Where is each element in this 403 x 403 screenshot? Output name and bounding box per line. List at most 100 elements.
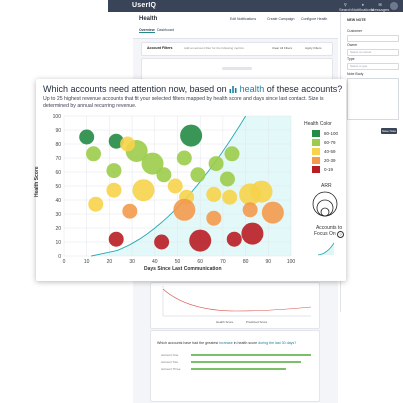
customer-label: Customer	[347, 29, 363, 33]
focus-legend-title: Accounts to Focus On ?	[314, 225, 345, 238]
x-tick-label: 100	[287, 259, 296, 265]
owner-select[interactable]: Select an owner	[347, 49, 399, 56]
tab-overview[interactable]: Overview	[139, 28, 155, 33]
avatar[interactable]	[390, 2, 398, 10]
top-navigation-bar: UserIQ ⚲ Search ♦ Notifications ✉ Messag…	[108, 0, 403, 12]
account-bubble	[173, 198, 196, 221]
bubble-chart: 0 10 20 30 40 50 60 70 80 90 100 0 10 20 30 40 50 60 70 80 9…	[53, 114, 296, 265]
edit-notifications-button[interactable]: Edit Notifications	[230, 17, 257, 21]
filters-hint: Add an account filter for the following …	[184, 46, 244, 50]
account-bubble	[180, 124, 203, 147]
legend-label: 80-100	[324, 131, 339, 136]
tab-dashboard[interactable]: Dashboard	[157, 28, 175, 32]
x-tick-label: 70	[220, 259, 226, 265]
note-body-label: Note Body	[347, 72, 364, 76]
account-bubble	[189, 229, 212, 252]
row-account-two[interactable]: Account Two	[161, 360, 179, 364]
legend-swatch	[312, 148, 320, 155]
health-trend-card: Health Score Predicted Score	[150, 282, 320, 329]
question-text: Which accounts need attention now, based…	[43, 84, 227, 94]
account-filters-label[interactable]: Account Filters	[147, 46, 173, 50]
bar-chart-icon	[229, 86, 237, 93]
nav-messages[interactable]: ✉ Messages	[371, 2, 389, 12]
increase-question: Which accounts have had the greatest inc…	[157, 341, 296, 345]
bell-icon: ♦	[361, 2, 364, 7]
focus-label-line1: Accounts to	[315, 225, 343, 231]
health-bubble-chart-card: Which accounts need attention now, based…	[34, 79, 346, 281]
x-tick-label: 30	[129, 259, 135, 265]
account-bubble	[224, 146, 240, 162]
question-text-end: of these accounts?	[266, 84, 343, 94]
clear-filters-button[interactable]: Clear All Filters	[272, 46, 293, 50]
account-bubble	[241, 222, 264, 245]
account-bubble	[190, 167, 206, 183]
focus-label-line2: Focus On	[314, 231, 336, 237]
note-body-textarea[interactable]	[347, 78, 399, 120]
type-placeholder: Select a type	[350, 64, 368, 68]
account-bubble	[79, 129, 95, 145]
account-bubble	[154, 234, 170, 250]
y-tick-label: 10	[55, 240, 61, 246]
legend-label: 20-39	[324, 158, 336, 163]
new-note-title: NEW NOTE	[347, 18, 366, 22]
account-bubble	[208, 156, 224, 172]
configure-health-button[interactable]: Configure Health	[301, 17, 328, 21]
increase-question-text: Which accounts have had the greatest	[157, 341, 219, 345]
x-tick-label: 0	[63, 259, 66, 265]
nav-search-label: Search	[339, 7, 352, 12]
type-select[interactable]: Select a type	[347, 63, 399, 70]
account-bubble	[86, 146, 102, 162]
y-tick-label: 60	[55, 170, 61, 176]
health-trend-chart	[162, 286, 312, 317]
x-tick-label: 50	[175, 259, 181, 265]
apply-filters-button[interactable]: Apply Filters	[305, 46, 322, 50]
period-link[interactable]: during the last 30 days?	[258, 341, 297, 345]
row-account-three[interactable]: Account Three	[161, 367, 181, 371]
legend-swatch	[312, 130, 320, 137]
legend-health-score: Health Score	[216, 320, 234, 324]
nav-notifications[interactable]: ♦ Notifications	[352, 2, 374, 12]
account-filters-bar: Account Filters Add an account filter fo…	[141, 42, 333, 56]
nav-messages-label: Messages	[371, 7, 390, 12]
account-bubble	[226, 231, 242, 247]
account-bubble	[88, 196, 104, 212]
legend-label: 0-19	[324, 167, 334, 172]
account-bubble	[206, 210, 222, 226]
x-tick-label: 80	[243, 259, 249, 265]
account-bubble	[108, 133, 124, 149]
app-logo: UserIQ	[132, 2, 157, 9]
info-icon[interactable]: ?	[337, 231, 345, 238]
account-bubble	[106, 182, 122, 198]
account-bubble	[108, 231, 124, 247]
account-bubble	[261, 201, 284, 224]
owner-label: Owner	[347, 43, 358, 47]
save-note-button[interactable]: Save Note	[381, 128, 397, 134]
nav-notifications-label: Notifications	[352, 7, 374, 12]
row-account-one[interactable]: Account One	[161, 353, 179, 357]
account-bubble	[132, 179, 155, 202]
y-tick-label: 30	[55, 212, 61, 218]
legend-swatch	[312, 157, 320, 164]
legend-label: 60-79	[324, 140, 336, 145]
y-tick-label: 20	[55, 226, 61, 232]
account-bubble	[167, 178, 183, 194]
account-bubble	[106, 163, 122, 179]
health-metric-link[interactable]: health	[239, 84, 265, 94]
new-note-panel: NEW NOTE Customer Owner Select an owner …	[340, 12, 403, 312]
customer-field[interactable]	[347, 35, 399, 42]
summary-slider[interactable]	[222, 67, 252, 70]
increase-question-mid: in health score	[233, 341, 258, 345]
x-tick-label: 10	[84, 259, 90, 265]
nav-search[interactable]: ⚲ Search	[339, 2, 352, 12]
account-bubble	[120, 136, 136, 152]
create-campaign-button[interactable]: Create Campaign	[267, 17, 295, 21]
x-tick-label: 60	[197, 259, 203, 265]
y-tick-label: 70	[55, 156, 61, 162]
account-bubble	[222, 189, 238, 205]
legend-swatch	[312, 166, 320, 173]
account-bubble	[242, 202, 258, 218]
focus-curve	[91, 115, 246, 257]
increase-link[interactable]: increase	[219, 341, 233, 345]
legend-swatch	[312, 139, 320, 146]
account-bubble	[156, 167, 172, 183]
